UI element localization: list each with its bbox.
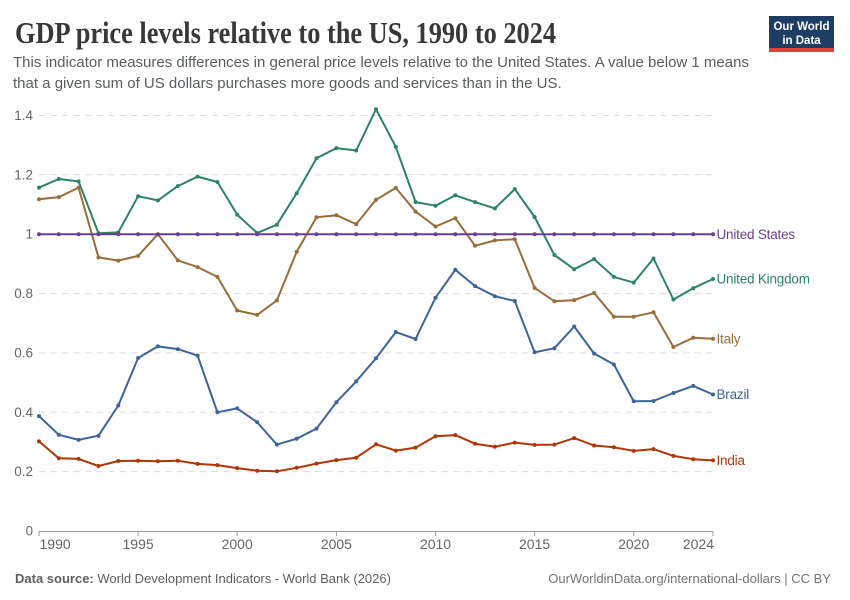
svg-text:2000: 2000 (222, 536, 253, 552)
svg-text:Italy: Italy (717, 331, 741, 346)
svg-text:Brazil: Brazil (717, 387, 750, 402)
svg-text:1: 1 (25, 227, 33, 242)
svg-text:0.4: 0.4 (14, 405, 33, 420)
svg-text:1995: 1995 (123, 536, 154, 552)
svg-text:1990: 1990 (40, 536, 71, 552)
svg-text:0: 0 (25, 524, 33, 539)
svg-text:2010: 2010 (420, 536, 451, 552)
svg-text:India: India (717, 453, 746, 468)
svg-text:0.6: 0.6 (14, 345, 33, 360)
svg-text:2020: 2020 (618, 536, 649, 552)
svg-text:1.4: 1.4 (14, 108, 33, 123)
svg-text:2005: 2005 (321, 536, 352, 552)
svg-text:2024: 2024 (683, 536, 714, 552)
svg-text:United Kingdom: United Kingdom (717, 272, 810, 287)
svg-text:0.2: 0.2 (14, 464, 33, 479)
svg-text:United States: United States (717, 227, 796, 242)
svg-text:1.2: 1.2 (14, 167, 33, 182)
svg-text:0.8: 0.8 (14, 286, 33, 301)
svg-text:2015: 2015 (519, 536, 550, 552)
